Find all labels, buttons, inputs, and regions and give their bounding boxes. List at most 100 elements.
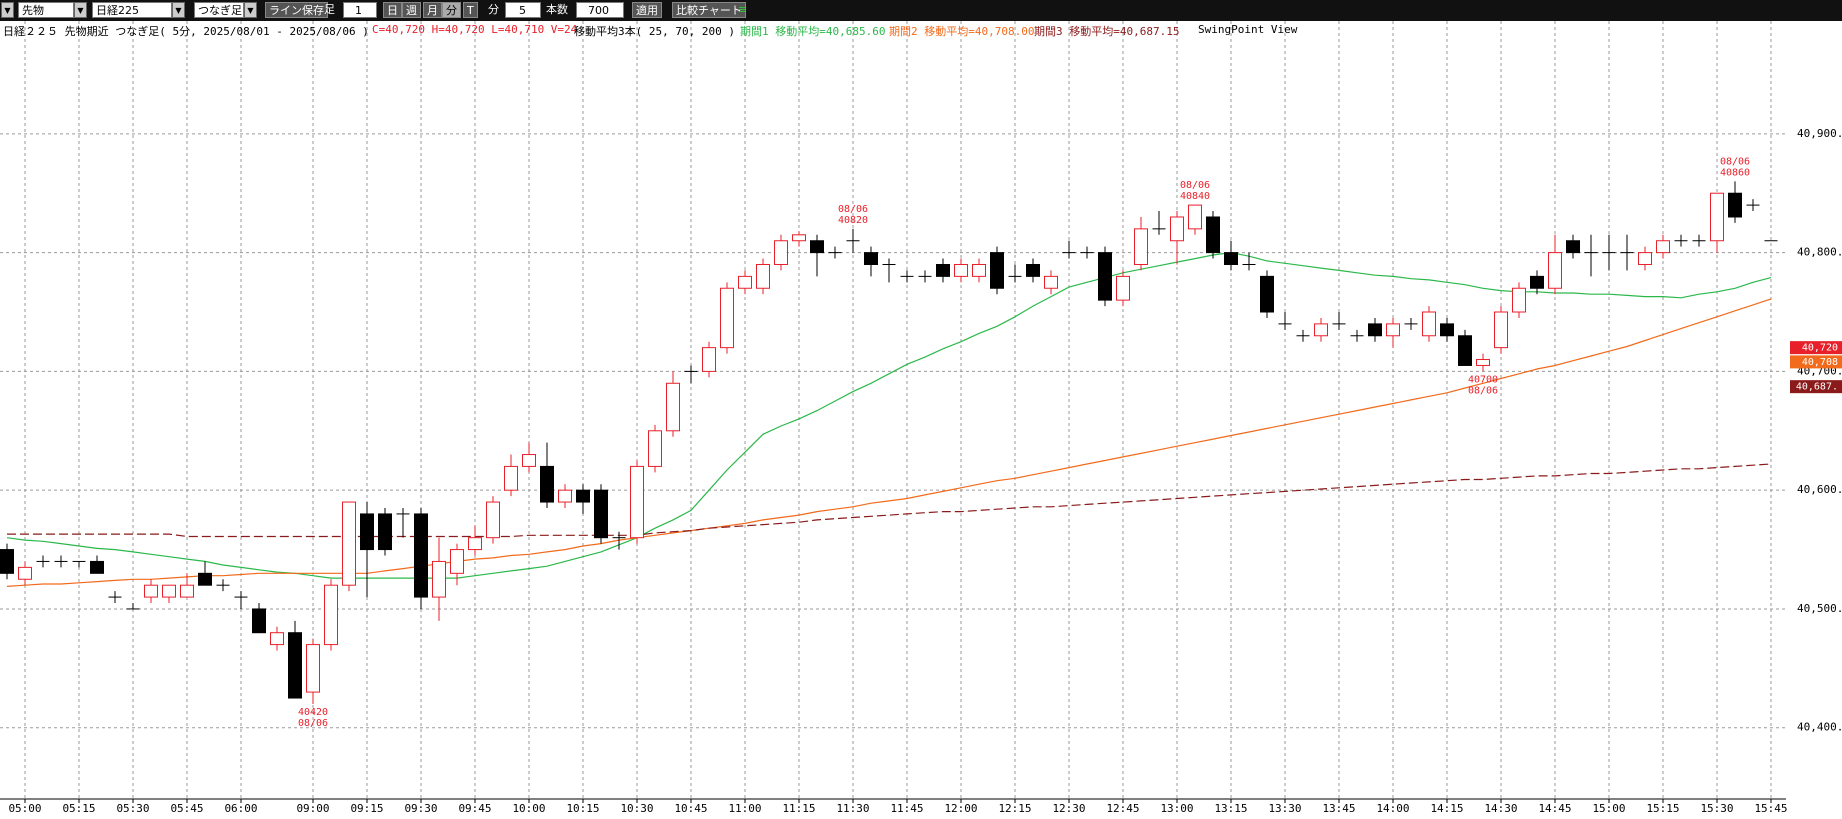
swing-date: 08/06 <box>1720 156 1750 167</box>
candle-body <box>1728 192 1742 218</box>
candle-body <box>1368 323 1382 337</box>
candle-body <box>576 489 590 503</box>
x-tick-label: 05:15 <box>62 802 95 815</box>
bar-label: 足 <box>324 3 335 16</box>
candle-body <box>1116 275 1130 301</box>
swing-date: 08/06 <box>298 718 328 729</box>
candle-body <box>1440 323 1454 337</box>
count-input[interactable]: 700 <box>576 2 624 18</box>
candle-body <box>306 644 320 693</box>
period-button[interactable]: T <box>463 2 478 18</box>
count-label: 本数 <box>546 3 568 16</box>
price-tag <box>1790 380 1842 394</box>
dropdown-arrow[interactable]: ▼ <box>244 2 257 18</box>
candle-body <box>792 234 806 242</box>
swing-date: 08/06 <box>838 204 868 215</box>
dropdown-arrow[interactable]: ▼ <box>172 2 185 18</box>
swing-price: 40860 <box>1720 167 1750 178</box>
unit-label: 分 <box>488 3 499 16</box>
period-button[interactable]: 日 <box>383 2 402 18</box>
symbol-select[interactable]: 日経225 <box>92 2 172 18</box>
candle-body <box>450 549 464 574</box>
x-tick-label: 15:15 <box>1646 802 1679 815</box>
x-tick-label: 09:45 <box>458 802 491 815</box>
x-tick-label: 11:45 <box>890 802 923 815</box>
x-tick-label: 15:30 <box>1700 802 1733 815</box>
toolbar: ▼ 先物 ▼ 日経225 ▼ つなぎ足 ▼ ライン保存 足 1 日 週 月 分 … <box>0 0 1842 21</box>
candle-body <box>414 513 428 598</box>
candle-body <box>360 513 374 551</box>
x-tick-label: 10:00 <box>512 802 545 815</box>
candle-body <box>1224 252 1238 265</box>
candle-body <box>522 454 536 467</box>
candle-body <box>342 501 356 586</box>
price-tag-label: 40,720 <box>1802 343 1838 354</box>
chart-title: 日経２２５ 先物期近 つなぎ足( 5分, 2025/08/01 - 2025/0… <box>3 25 369 38</box>
y-tick-label: 40,800. <box>1797 246 1842 259</box>
candle-body <box>1206 216 1220 254</box>
x-tick-label: 12:15 <box>998 802 1031 815</box>
candle-body <box>288 632 302 699</box>
indicator: 移動平均3本( 25, 70, 200 ) <box>574 25 735 38</box>
candle-body <box>558 489 572 503</box>
legend-entry: 期間2 移動平均=40,708.00 <box>889 25 1035 38</box>
market-select[interactable]: 先物 <box>18 2 74 18</box>
candle-body <box>756 263 770 289</box>
legend-entry: 期間1 移動平均=40,685.60 <box>740 25 886 38</box>
x-tick-label: 13:15 <box>1214 802 1247 815</box>
indicator-icon[interactable]: ≡ <box>738 3 748 16</box>
apply-button[interactable]: 適用 <box>632 2 662 18</box>
view-label: SwingPoint View <box>1198 23 1298 36</box>
candle-body <box>774 240 788 265</box>
period-button[interactable]: 週 <box>402 2 421 18</box>
candle-body <box>1386 323 1400 337</box>
candle-body <box>90 560 104 574</box>
x-tick-label: 10:30 <box>620 802 653 815</box>
candle-body <box>990 252 1004 289</box>
candle-body <box>648 430 662 467</box>
compare-button[interactable]: 比較チャート <box>672 2 746 18</box>
x-tick-label: 10:45 <box>674 802 707 815</box>
candle-body <box>1494 311 1508 349</box>
candle-body <box>162 584 176 598</box>
x-tick-label: 11:30 <box>836 802 869 815</box>
candle-body <box>810 240 824 254</box>
y-tick-label: 40,900. <box>1797 127 1842 140</box>
swing-price: 40420 <box>298 707 328 718</box>
candle-body <box>0 549 14 574</box>
dropdown-arrow[interactable]: ▼ <box>74 2 87 18</box>
chart-header: 日経２２５ 先物期近 つなぎ足( 5分, 2025/08/01 - 2025/0… <box>0 22 1842 38</box>
candle-body <box>594 489 608 539</box>
price-tag-label: 40,708 <box>1802 357 1838 368</box>
period-button[interactable]: 月 <box>423 2 442 18</box>
candle-body <box>972 263 986 277</box>
candle-body <box>144 584 158 598</box>
quote: C=40,720 H=40,720 L=40,710 V=24 <box>372 23 578 36</box>
legend-entry: 期間3 移動平均=40,687.15 <box>1034 25 1180 38</box>
candle-body <box>630 465 644 539</box>
x-tick-label: 10:15 <box>566 802 599 815</box>
candle-body <box>324 584 338 646</box>
bar-type-select[interactable]: つなぎ足 <box>194 2 244 18</box>
candle-body <box>1188 204 1202 230</box>
x-tick-label: 05:45 <box>170 802 203 815</box>
candle-body <box>1548 252 1562 289</box>
candle-body <box>486 501 500 539</box>
x-tick-label: 06:00 <box>224 802 257 815</box>
candle-body <box>936 263 950 277</box>
candle-body <box>18 566 32 580</box>
save-line-button[interactable]: ライン保存 <box>265 2 328 18</box>
bar-count-input[interactable]: 1 <box>343 2 377 18</box>
interval-input[interactable]: 5 <box>505 2 541 18</box>
menu-button[interactable]: ▼ <box>1 2 14 18</box>
x-tick-label: 12:45 <box>1106 802 1139 815</box>
period-button[interactable]: 分 <box>442 2 461 18</box>
candle-body <box>1710 192 1724 242</box>
x-tick-label: 05:00 <box>8 802 41 815</box>
candle-body <box>1314 323 1328 337</box>
x-tick-label: 12:30 <box>1052 802 1085 815</box>
candle-body <box>1170 216 1184 242</box>
candle-body <box>540 465 554 503</box>
candle-body <box>180 584 194 598</box>
